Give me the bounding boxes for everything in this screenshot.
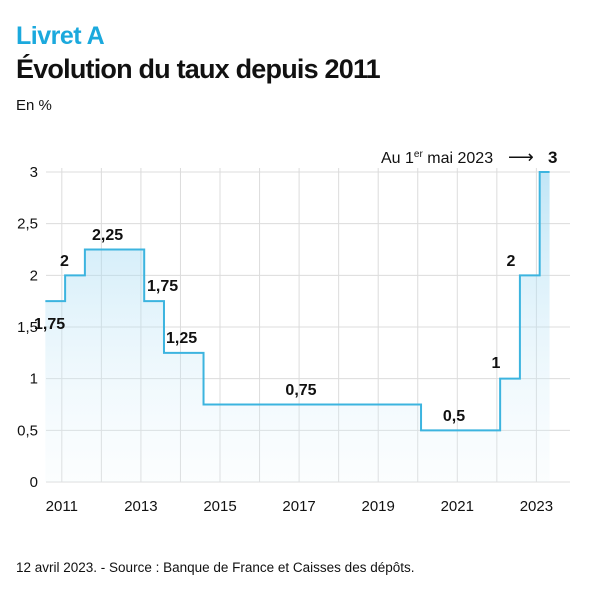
- step-value-label: 1: [492, 355, 501, 372]
- y-tick-label: 1,5: [17, 319, 38, 336]
- step-value-label: 1,25: [166, 330, 197, 347]
- current-rate-annotation: Au 1er mai 2023: [381, 149, 493, 167]
- unit-label: En %: [16, 97, 52, 114]
- y-tick-label: 2: [30, 267, 38, 284]
- annotation-arrow: ⟶: [508, 147, 534, 167]
- step-value-label: 2: [507, 253, 516, 270]
- y-tick-label: 0,5: [17, 422, 38, 439]
- source-note: 12 avril 2023. - Source : Banque de Fran…: [16, 560, 415, 575]
- x-tick-label: 2021: [441, 498, 474, 515]
- x-tick-label: 2019: [362, 498, 395, 515]
- y-tick-label: 2,5: [17, 216, 38, 233]
- x-tick-label: 2011: [46, 498, 78, 515]
- step-value-label: 2: [60, 253, 69, 270]
- rate-line: [45, 171, 550, 432]
- y-tick-label: 3: [30, 164, 38, 181]
- step-value-label: 1,75: [147, 278, 178, 295]
- kicker-title: Livret A: [16, 22, 105, 50]
- y-tick-label: 1: [30, 371, 38, 388]
- x-tick-label: 2023: [520, 498, 553, 515]
- annotation-suffix: mai 2023: [423, 150, 493, 167]
- x-tick-label: 2015: [203, 498, 236, 515]
- chart-title: Évolution du taux depuis 2011: [16, 54, 381, 84]
- step-value-label: 0,75: [285, 382, 316, 399]
- step-value-label: 2,25: [92, 227, 123, 244]
- annotation-superscript: er: [414, 149, 424, 160]
- rate-area: [45, 172, 550, 482]
- x-tick-label: 2013: [124, 498, 157, 515]
- step-value-label: 1,75: [34, 316, 65, 333]
- step-value-label: 0,5: [443, 408, 465, 425]
- x-tick-label: 2017: [282, 498, 315, 515]
- annotation-value: 3: [548, 148, 557, 167]
- annotation-prefix: Au 1: [381, 150, 414, 167]
- y-tick-label: 0: [30, 474, 38, 491]
